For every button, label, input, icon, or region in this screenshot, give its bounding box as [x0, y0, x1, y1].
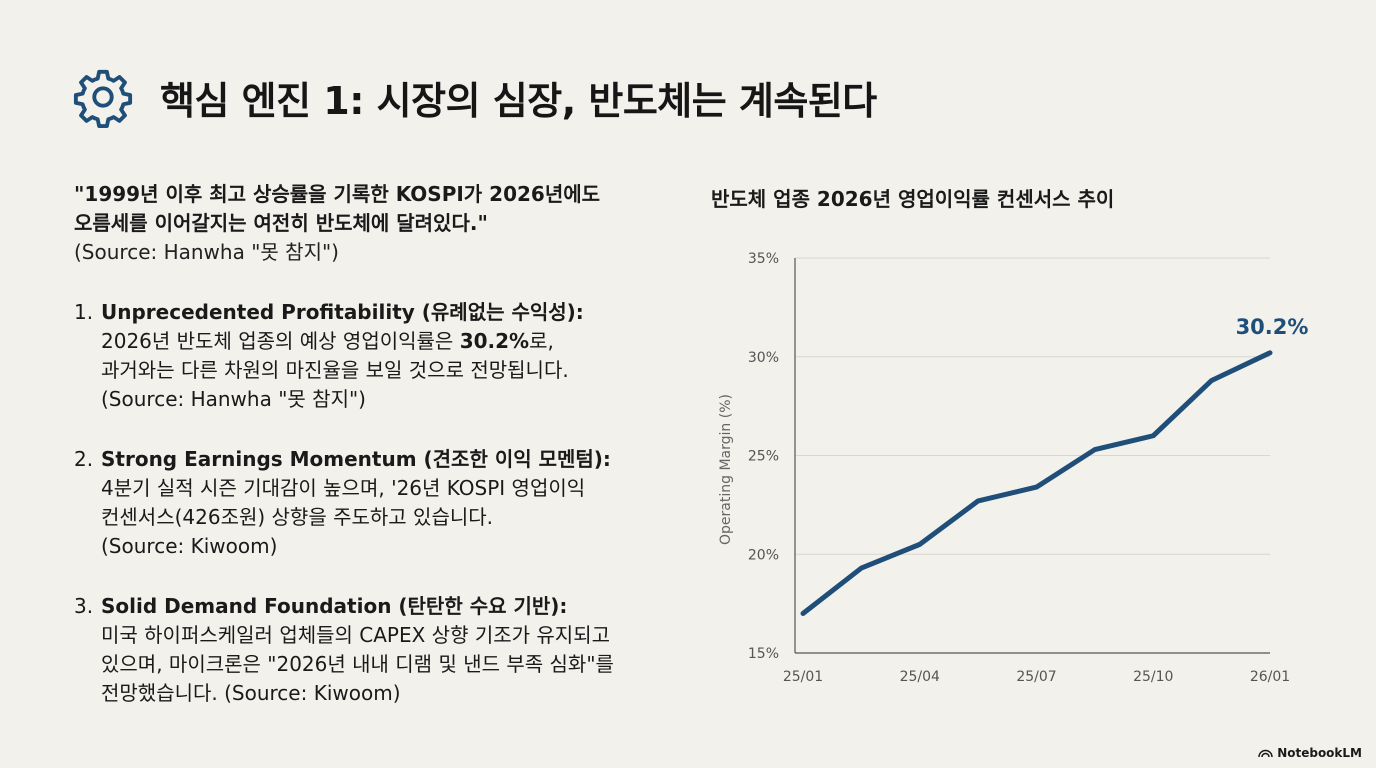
y-tick-label: 30% [748, 350, 779, 366]
axes [794, 258, 1270, 654]
x-tick-label: 25/04 [900, 669, 940, 685]
point-item-1: 1. Unprecedented Profitability (유례없는 수익성… [74, 298, 674, 414]
y-tick-label: 35% [748, 251, 779, 267]
y-tick-label: 15% [748, 646, 779, 662]
quote-line-1: "1999년 이후 최고 상승률을 기록한 KOSPI가 2026년에도 [74, 182, 601, 206]
point-text: 미국 하이퍼스케일러 업체들의 CAPEX 상향 기조가 유지되고 [101, 623, 610, 647]
point-text: 있으며, 마이크론은 "2026년 내내 디램 및 낸드 부족 심화"를 [101, 652, 614, 676]
point-heading: Unprecedented Profitability (유례없는 수익성): [101, 300, 584, 324]
tick-labels: 15% 20% 25% 30% 35% 25/01 25/04 25/07 25/10 26/01… [718, 251, 1290, 685]
x-tick-label: 25/01 [783, 669, 823, 685]
quote-line-2: 오름세를 이어갈지는 여전히 반도체에 달려있다." [74, 211, 488, 235]
point-heading: Solid Demand Foundation (탄탄한 수요 기반): [101, 594, 568, 618]
point-text: 과거와는 다른 차원의 마진율을 보일 것으로 전망됩니다. [101, 358, 569, 382]
point-source: (Source: Hanwha "못 참지") [101, 387, 366, 411]
quote-block: "1999년 이후 최고 상승률을 기록한 KOSPI가 2026년에도 오름세… [74, 180, 674, 267]
point-text-part: 2026년 반도체 업종의 예상 영업이익률은 [101, 329, 460, 353]
point-number: 1. [74, 300, 94, 324]
data-label: 30.2% [1236, 315, 1309, 339]
point-number: 3. [74, 594, 94, 618]
operating-margin-chart: 15% 20% 25% 30% 35% 25/01 25/04 25/07 25/10 26/01… [718, 251, 1309, 685]
brand-mark: NotebookLM [1258, 746, 1362, 760]
slide-header: 핵심 엔진 1: 시장의 심장, 반도체는 계속된다 [72, 66, 877, 128]
series: 30.2% [800, 315, 1309, 616]
point-text: 전망했습니다. (Source: Kiwoom) [101, 681, 401, 705]
series-line [800, 350, 1273, 616]
x-tick-label: 26/01 [1250, 669, 1290, 685]
point-item-3: 3. Solid Demand Foundation (탄탄한 수요 기반): … [74, 592, 674, 708]
point-text: 2026년 반도체 업종의 예상 영업이익률은 30.2%로, [101, 327, 674, 356]
point-text: 4분기 실적 시즌 기대감이 높으며, '26년 KOSPI 영업이익 [101, 476, 586, 500]
point-text-part: 로, [529, 329, 554, 353]
point-text: 컨센서스(426조원) 상향을 주도하고 있습니다. [101, 505, 494, 529]
page-title: 핵심 엔진 1: 시장의 심장, 반도체는 계속된다 [160, 78, 877, 123]
gear-icon [73, 69, 133, 128]
point-item-2: 2. Strong Earnings Momentum (견조한 이익 모멘텀)… [74, 445, 674, 561]
content-column: "1999년 이후 최고 상승률을 기록한 KOSPI가 2026년에도 오름세… [74, 180, 674, 708]
point-heading: Strong Earnings Momentum (견조한 이익 모멘텀): [101, 447, 611, 471]
y-tick-label: 25% [748, 449, 779, 465]
x-tick-label: 25/10 [1133, 669, 1173, 685]
quote-source: (Source: Hanwha "못 참지") [74, 240, 339, 264]
brand-name: NotebookLM [1277, 746, 1362, 760]
x-tick-label: 25/07 [1016, 669, 1056, 685]
highlight-value: 30.2% [459, 329, 530, 353]
point-number: 2. [74, 447, 94, 471]
notebooklm-logo-icon [1258, 749, 1273, 758]
y-axis-label: Operating Margin (%) [718, 394, 734, 545]
gridlines [795, 257, 1270, 555]
chart-title: 반도체 업종 2026년 영업이익률 컨센서스 추이 [711, 187, 1115, 211]
point-source: (Source: Kiwoom) [101, 534, 278, 558]
y-tick-label: 20% [748, 547, 779, 563]
